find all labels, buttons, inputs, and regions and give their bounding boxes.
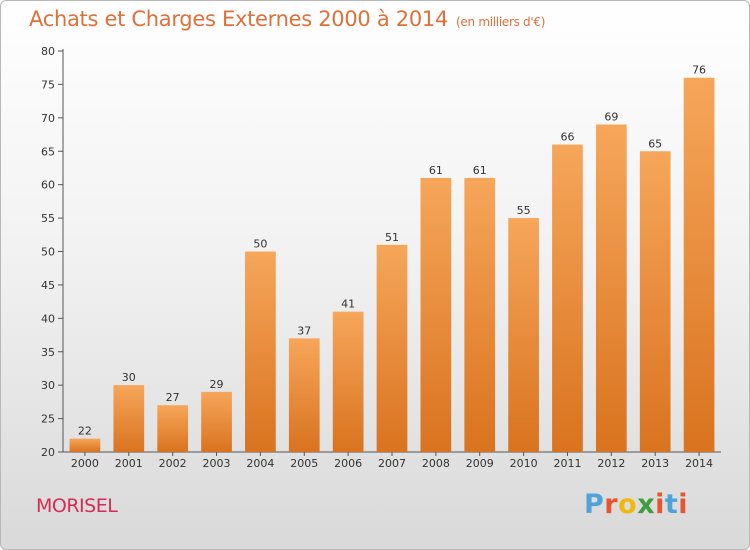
x-tick-label: 2008 [422,457,450,470]
x-tick-label: 2003 [203,457,231,470]
y-tick-label: 35 [41,346,55,359]
logo-letter: o [618,489,638,520]
data-label-2005: 37 [297,324,311,337]
labels: 2000 22 2001 30 2002 27 2003 29 2004 50 2005 37 2006… [71,64,713,470]
data-label-2000: 22 [78,425,92,438]
bar-2011 [552,144,583,453]
data-label-2013: 65 [648,137,662,150]
x-tick-label: 2006 [334,457,362,470]
bar-2013 [639,151,671,452]
bar-2001 [113,385,145,452]
bar-2008 [420,177,452,452]
bar-2009 [464,177,496,452]
x-tick-label: 2002 [159,457,187,470]
x-tick-label: 2001 [115,457,143,470]
y-tick-label: 20 [41,446,55,459]
y-tick-label: 65 [41,145,55,158]
y-tick-label: 25 [41,413,55,426]
logo-letter: i [678,489,689,520]
bar-2005 [288,338,320,452]
x-tick-label: 2013 [641,457,669,470]
bar-2003 [201,391,232,452]
y-tick-label: 40 [41,312,55,325]
data-label-2006: 41 [341,298,355,311]
logo-letter: i [655,489,665,520]
data-label-2009: 61 [473,164,487,177]
x-tick-label: 2010 [510,457,538,470]
data-label-2011: 66 [560,131,574,144]
x-tick-label: 2011 [553,457,581,470]
proxiti-logo: Proxiti [584,489,688,520]
data-label-2002: 27 [166,391,180,404]
bar-2012 [595,124,627,453]
x-tick-label: 2012 [597,457,625,470]
logo-letter: P [584,489,605,520]
x-tick-label: 2014 [685,457,713,470]
data-label-2003: 29 [210,378,224,391]
y-tick-label: 30 [41,379,55,392]
data-label-2012: 69 [604,111,618,124]
bar-2010 [508,218,539,452]
data-label-2010: 55 [517,204,531,217]
y-tick-label: 55 [41,212,55,225]
y-tick-label: 70 [41,112,55,125]
x-tick-label: 2004 [246,457,274,470]
bar-2002 [157,405,189,452]
axes: 20 25 30 35 40 45 50 55 60 65 70 75 80 [41,45,721,459]
bar-2014 [683,77,715,452]
x-tick-label: 2009 [466,457,494,470]
data-label-2008: 61 [429,164,443,177]
data-label-2007: 51 [385,231,399,244]
x-tick-label: 2000 [71,457,99,470]
y-tick-label: 60 [41,179,55,192]
y-tick-label: 75 [41,78,55,91]
data-label-2001: 30 [122,371,136,384]
x-tick-label: 2005 [290,457,318,470]
bar-2000 [69,438,101,452]
x-tick-label: 2007 [378,457,406,470]
bar-2007 [376,244,408,452]
place-name: MORISEL [36,495,118,517]
logo-letter: r [604,489,619,520]
data-label-2004: 50 [253,238,267,251]
logo-letter: x [637,489,656,520]
title-unit: (en milliers d'€) [456,15,546,29]
logo-letter: t [664,489,679,520]
y-tick-label: 45 [41,279,55,292]
bar-2006 [332,311,364,452]
title-text: Achats et Charges Externes 2000 à 2014 [29,7,449,31]
bar-2004 [245,251,276,452]
bars [69,77,715,453]
chart-title: Achats et Charges Externes 2000 à 2014 (e… [29,7,545,31]
data-label-2014: 76 [692,64,706,77]
y-tick-label: 80 [41,45,55,58]
y-tick-label: 50 [41,246,55,259]
